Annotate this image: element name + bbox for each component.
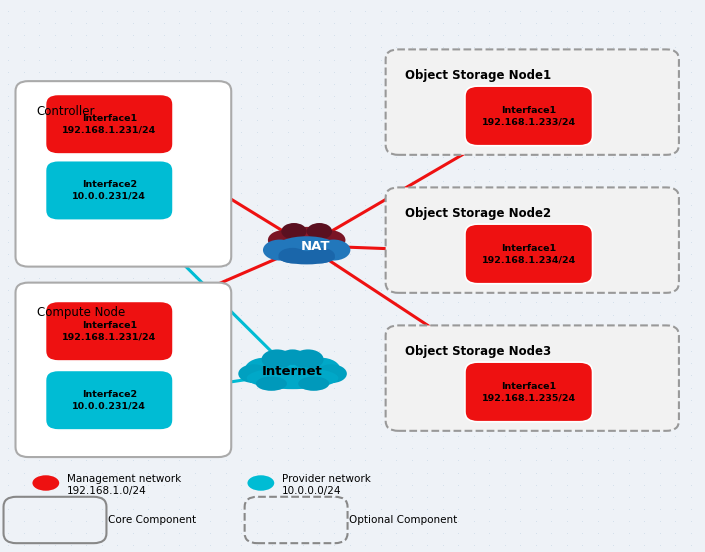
FancyBboxPatch shape [386, 188, 679, 293]
Text: 192.168.1.0/24: 192.168.1.0/24 [67, 486, 147, 496]
Ellipse shape [278, 251, 335, 264]
Ellipse shape [263, 240, 297, 261]
FancyBboxPatch shape [386, 50, 679, 155]
Ellipse shape [32, 475, 59, 491]
Ellipse shape [247, 475, 274, 491]
Ellipse shape [316, 364, 347, 383]
FancyBboxPatch shape [46, 161, 173, 220]
Ellipse shape [317, 240, 350, 261]
Ellipse shape [301, 358, 341, 382]
Ellipse shape [256, 376, 287, 391]
FancyBboxPatch shape [16, 283, 231, 457]
Text: Interface2
10.0.0.231/24: Interface2 10.0.0.231/24 [73, 390, 146, 411]
Text: Core Component: Core Component [108, 515, 196, 525]
Ellipse shape [268, 230, 299, 250]
Text: Internet: Internet [262, 365, 323, 378]
Text: Interface1
192.168.1.234/24: Interface1 192.168.1.234/24 [482, 243, 576, 264]
Ellipse shape [307, 248, 335, 263]
Ellipse shape [298, 376, 329, 391]
Text: Interface1
192.168.1.231/24: Interface1 192.168.1.231/24 [62, 321, 157, 342]
FancyBboxPatch shape [16, 81, 231, 267]
FancyBboxPatch shape [386, 326, 679, 431]
Text: Object Storage Node3: Object Storage Node3 [405, 346, 551, 358]
Ellipse shape [293, 349, 324, 369]
FancyBboxPatch shape [465, 362, 592, 422]
Ellipse shape [275, 236, 338, 261]
Ellipse shape [238, 364, 269, 383]
Ellipse shape [245, 358, 284, 382]
Text: Interface2
10.0.0.231/24: Interface2 10.0.0.231/24 [73, 180, 146, 201]
FancyBboxPatch shape [465, 86, 592, 146]
Text: Interface1
192.168.1.231/24: Interface1 192.168.1.231/24 [62, 114, 157, 135]
FancyBboxPatch shape [46, 94, 173, 154]
Text: Object Storage Node2: Object Storage Node2 [405, 208, 551, 220]
Ellipse shape [281, 223, 307, 240]
Text: Provider network: Provider network [282, 474, 371, 484]
Ellipse shape [314, 230, 345, 250]
Text: NAT: NAT [300, 240, 330, 253]
FancyBboxPatch shape [46, 370, 173, 430]
Text: 10.0.0.0/24: 10.0.0.0/24 [282, 486, 341, 496]
Text: Interface1
192.168.1.233/24: Interface1 192.168.1.233/24 [482, 105, 576, 126]
Text: Interface1
192.168.1.235/24: Interface1 192.168.1.235/24 [482, 381, 576, 402]
Text: Management network: Management network [67, 474, 181, 484]
Ellipse shape [268, 353, 317, 381]
FancyBboxPatch shape [465, 224, 592, 284]
Text: Object Storage Node1: Object Storage Node1 [405, 70, 551, 82]
Ellipse shape [278, 248, 307, 263]
Text: Compute Node: Compute Node [37, 306, 125, 320]
Ellipse shape [247, 367, 338, 389]
Ellipse shape [307, 223, 332, 240]
Text: Optional Component: Optional Component [349, 515, 458, 525]
Text: Controller: Controller [37, 105, 95, 118]
Ellipse shape [262, 349, 293, 369]
Ellipse shape [280, 349, 305, 365]
FancyBboxPatch shape [46, 301, 173, 361]
Ellipse shape [287, 227, 326, 251]
